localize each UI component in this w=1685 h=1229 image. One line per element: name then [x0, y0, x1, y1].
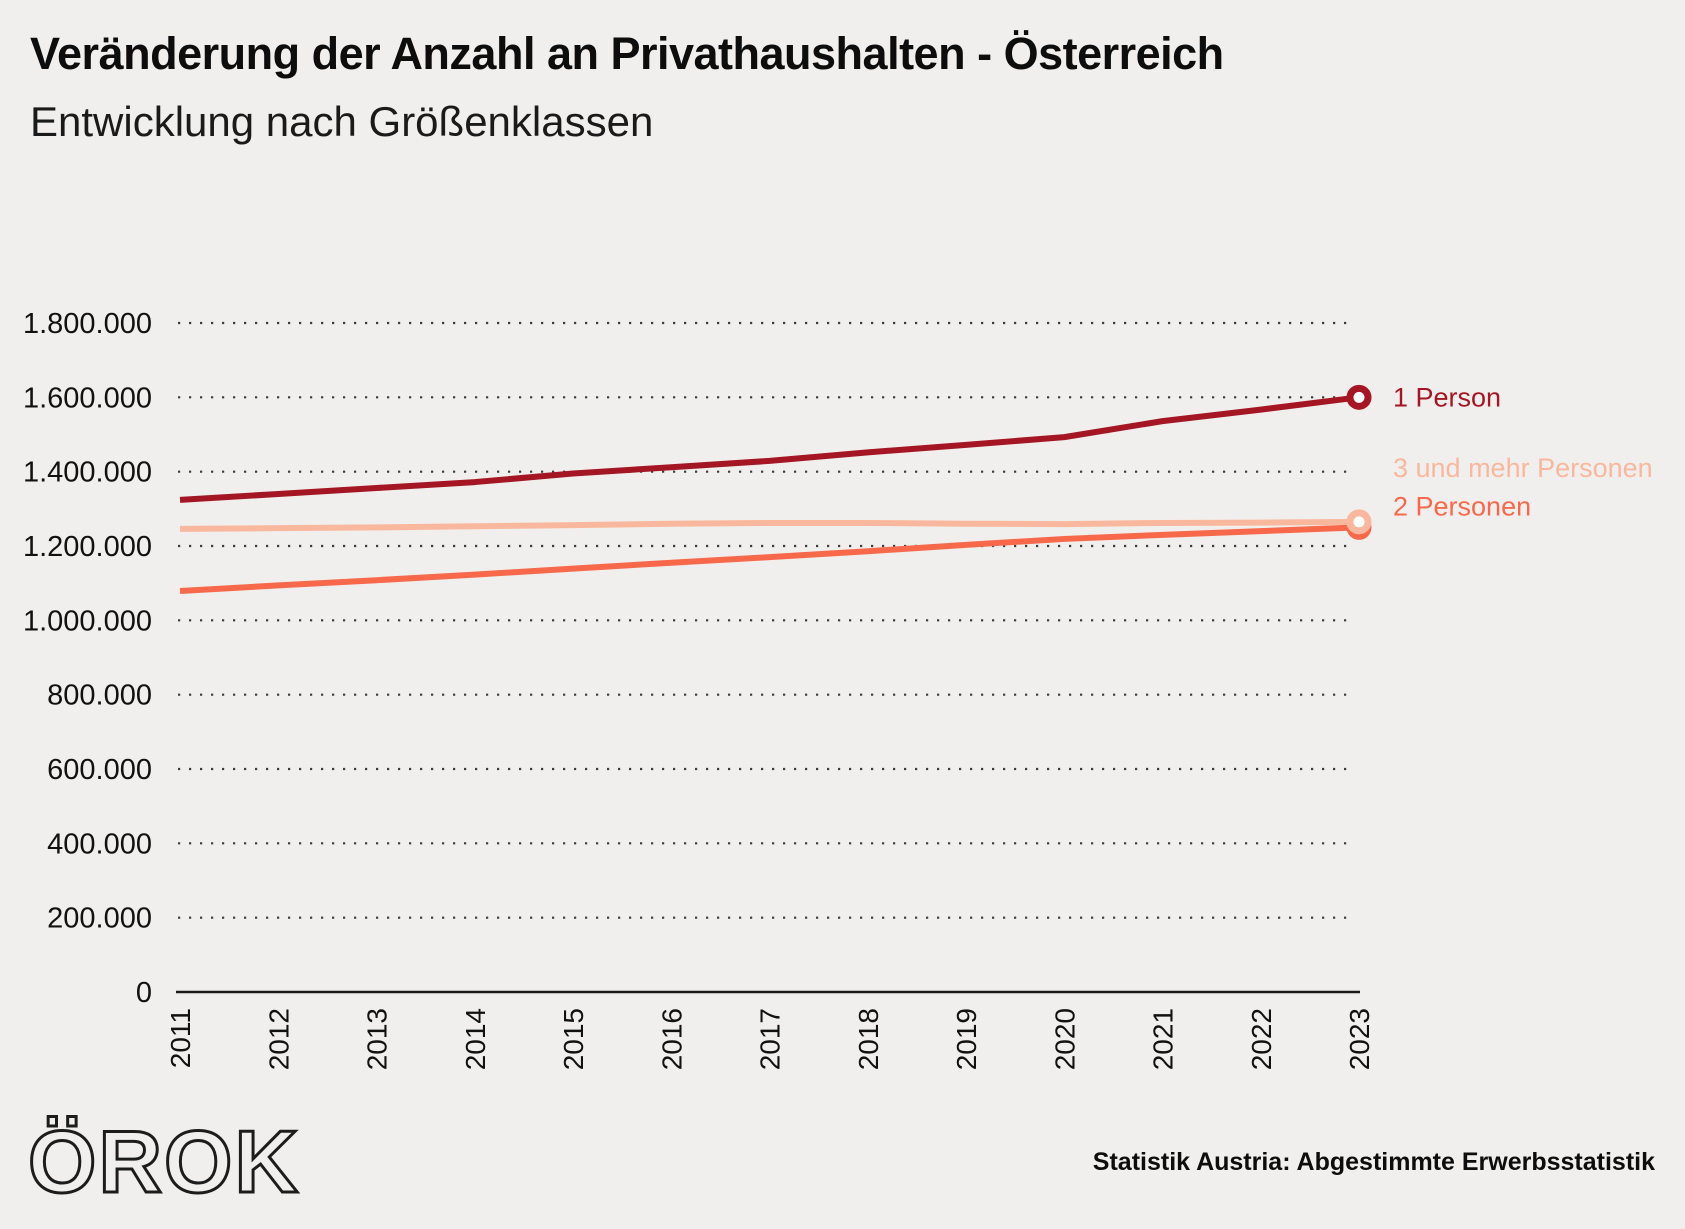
x-tick-label: 2023: [1344, 1008, 1375, 1070]
y-tick-label: 1.000.000: [23, 605, 152, 637]
x-tick-label: 2014: [460, 1008, 491, 1070]
x-tick-label: 2020: [1049, 1008, 1080, 1070]
series-line: [179, 524, 1360, 594]
y-tick-label: 800.000: [47, 680, 152, 712]
y-tick-label: 600.000: [47, 754, 152, 786]
x-tick-label: 2015: [558, 1008, 589, 1070]
series-endpoint-marker: [1346, 384, 1372, 410]
series-label: 1 Person: [1393, 382, 1501, 412]
series-line: [179, 518, 1360, 532]
x-tick-label: 2011: [165, 1008, 196, 1068]
x-tick-label: 2021: [1148, 1008, 1179, 1070]
series-label: 3 und mehr Personen: [1393, 453, 1653, 483]
y-tick-label: 1.600.000: [23, 382, 152, 414]
x-tick-label: 2013: [362, 1008, 393, 1070]
x-tick-label: 2019: [951, 1008, 982, 1070]
oerok-logo-text: ÖROK: [28, 1112, 300, 1211]
chart-subtitle: Entwicklung nach Größenklassen: [30, 98, 654, 145]
series-label: 2 Personen: [1393, 491, 1531, 521]
y-tick-label: 400.000: [47, 828, 152, 860]
y-tick-label: 1.400.000: [23, 457, 152, 489]
y-tick-label: 1.800.000: [23, 308, 152, 340]
chart-title: Veränderung der Anzahl an Privathaushalt…: [30, 28, 1224, 79]
x-tick-label: 2018: [853, 1008, 884, 1070]
y-tick-label: 200.000: [47, 903, 152, 935]
series-endpoint-marker: [1346, 509, 1372, 535]
y-tick-label: 1.200.000: [23, 531, 152, 563]
x-tick-label: 2012: [263, 1008, 294, 1070]
source-attribution: Statistik Austria: Abgestimmte Erwerbsst…: [1092, 1148, 1655, 1176]
x-tick-label: 2022: [1246, 1008, 1277, 1070]
oerok-logo: ÖROK: [27, 1111, 300, 1212]
series-line: [179, 394, 1360, 503]
x-tick-label: 2016: [656, 1008, 687, 1070]
y-tick-label: 0: [136, 977, 152, 1009]
x-tick-label: 2017: [755, 1008, 786, 1070]
